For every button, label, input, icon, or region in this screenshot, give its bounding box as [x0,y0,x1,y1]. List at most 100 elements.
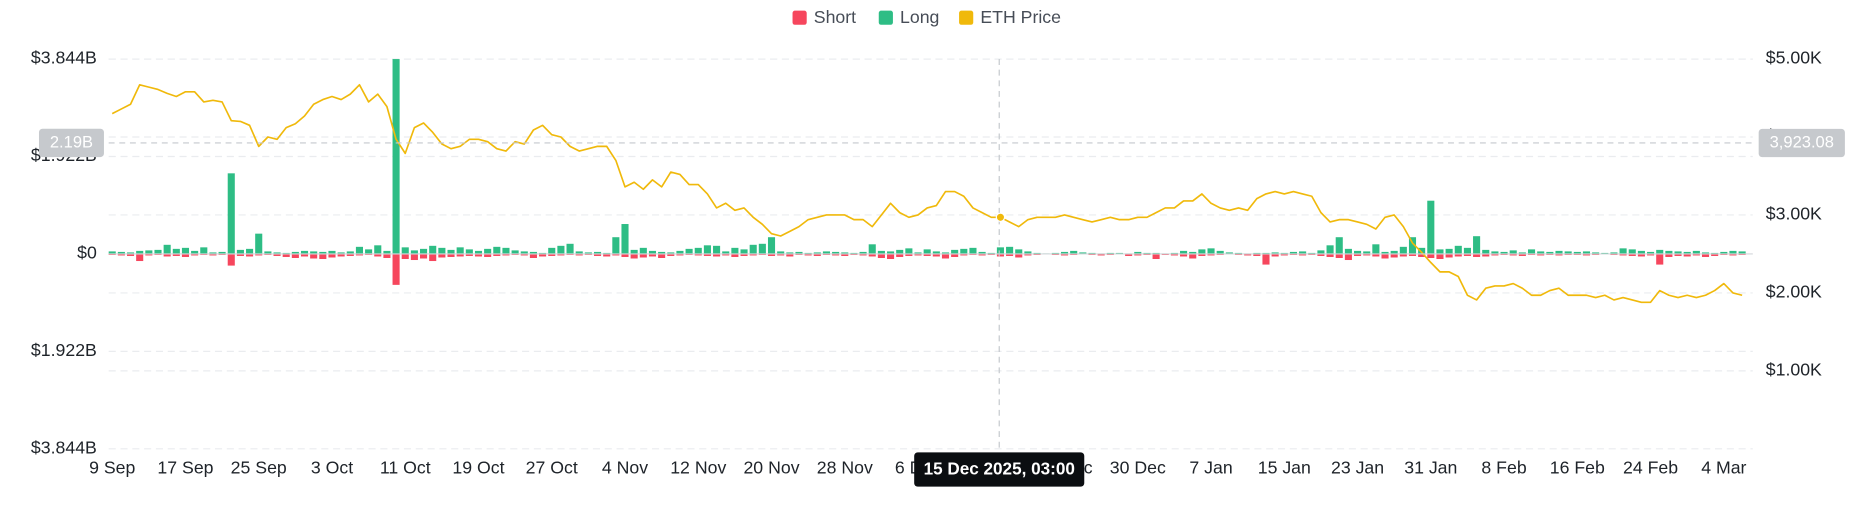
hover-dot [995,212,1006,223]
legend-label: Long [900,7,939,27]
bar [539,253,547,257]
bar [1180,253,1188,257]
bar [337,252,345,254]
bar [676,250,684,254]
bar [191,250,199,254]
bar [227,173,235,254]
bar [1372,244,1380,254]
bar [465,249,473,254]
bar [1024,251,1032,254]
bar [1647,251,1655,254]
bar [1134,251,1142,254]
bar [767,237,776,254]
bar [1564,251,1572,254]
bar [218,251,226,254]
bar [1729,253,1737,256]
bar [941,252,950,254]
bar [1189,251,1197,254]
bar [1619,253,1627,256]
crosshair-y-box [38,128,104,158]
bar [1701,253,1710,257]
bar [1418,247,1426,254]
x-tick-label: 20 Nov [743,458,799,478]
legend-item[interactable]: ETH Price [959,7,1061,27]
bar [429,245,437,254]
bar [181,247,190,254]
bar [694,253,702,256]
bar [575,251,583,254]
bar [374,245,382,254]
bar [1463,247,1471,254]
bar [447,249,455,254]
bar [1527,249,1536,254]
bar [1024,253,1032,256]
bar [1637,253,1645,257]
bar [960,253,968,256]
bar [1280,253,1288,256]
x-tick-label: 30 Dec [1110,458,1166,478]
bar [227,253,235,266]
bar [951,253,959,257]
bar [310,251,318,254]
bar [1482,249,1490,254]
x-tick-label: 3 Oct [311,458,353,478]
bar [1344,253,1352,261]
bar [1674,253,1682,256]
bar [1207,253,1215,256]
bar [529,251,537,254]
bar [1344,248,1352,254]
legend-label: Short [814,7,856,27]
bar [1399,246,1407,254]
x-tick-label: 28 Nov [817,458,873,478]
bar [841,252,849,254]
bar [456,247,464,254]
bar [1299,251,1307,254]
y-tick-label: $0 [77,243,97,263]
bar [877,253,885,258]
bar [484,253,492,257]
bar [1180,250,1188,254]
bar [163,244,171,254]
legend-item[interactable]: Long [878,7,940,27]
bar [1317,250,1325,254]
bar [355,246,363,254]
bar [859,253,867,256]
bar [236,249,244,254]
bar [1060,251,1069,254]
bar [667,253,675,256]
legend-item[interactable]: Short [792,7,857,27]
bar [209,253,217,256]
bar [786,253,794,257]
bar [593,253,602,256]
bar [1216,250,1224,254]
bar [1408,253,1417,256]
bar [859,251,867,254]
bar [291,251,299,254]
bar [566,243,574,254]
y2-tick-label: $2.00K [1766,282,1822,302]
bar [136,253,144,262]
bar [401,247,409,254]
bar [1701,252,1710,254]
bar [951,249,959,254]
bar [273,253,281,256]
bar [1546,251,1554,254]
bar [1253,253,1261,256]
bar [520,253,528,256]
bar [410,253,418,261]
bar [1683,251,1691,254]
bar [1518,252,1526,254]
x-tick-label: 16 Feb [1550,458,1605,478]
bar [1582,251,1591,254]
bar [502,247,510,254]
bar [905,248,913,254]
crosshair-y-label: 2.19B [50,132,93,151]
bar [337,253,345,257]
bar [914,253,922,256]
crosshair-y2-label: 3,923.08 [1770,132,1834,151]
bar [136,250,144,254]
bar [548,247,556,254]
bar [630,253,638,259]
x-tick-label: 7 Jan [1189,458,1232,478]
bar [1390,250,1398,254]
